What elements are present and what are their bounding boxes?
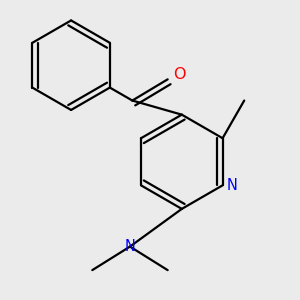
Text: N: N xyxy=(226,178,237,193)
Text: O: O xyxy=(173,67,186,82)
Text: N: N xyxy=(124,239,135,254)
